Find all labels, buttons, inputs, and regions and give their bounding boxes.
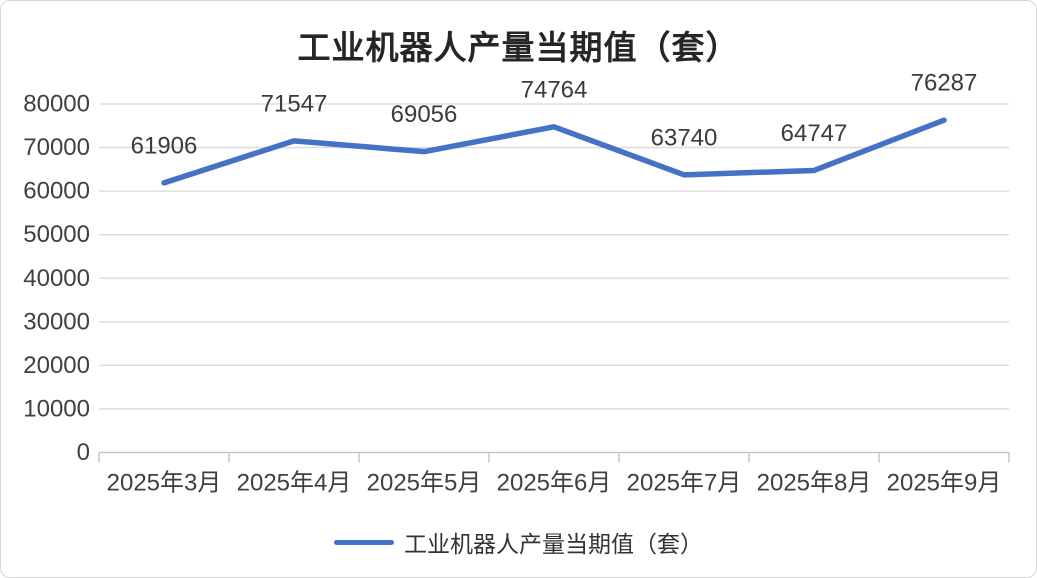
y-axis-tick-label: 10000 — [23, 395, 90, 422]
x-axis-tick-label: 2025年8月 — [757, 470, 872, 497]
y-axis-tick-label: 80000 — [23, 91, 90, 118]
data-label: 74764 — [521, 76, 588, 103]
data-label: 71547 — [261, 90, 328, 117]
y-axis-tick-label: 20000 — [23, 352, 90, 379]
y-axis-tick-label: 70000 — [23, 134, 90, 161]
x-axis-tick-label: 2025年9月 — [887, 470, 1002, 497]
y-axis-tick-label: 60000 — [23, 178, 90, 205]
chart-title: 工业机器人产量当期值（套） — [297, 31, 740, 67]
x-axis-tick-label: 2025年7月 — [627, 470, 742, 497]
y-axis-tick-label: 30000 — [23, 308, 90, 335]
chart-legend: 工业机器人产量当期值（套） — [1, 525, 1036, 559]
data-label: 61906 — [131, 132, 198, 159]
y-axis-tick-label: 0 — [77, 439, 90, 466]
data-label: 64747 — [781, 120, 848, 147]
legend-series-label: 工业机器人产量当期值（套） — [404, 532, 703, 557]
series-line — [161, 117, 947, 186]
y-axis-tick-label: 40000 — [23, 265, 90, 292]
x-axis-tick-label: 2025年5月 — [367, 470, 482, 497]
y-axis-tick-label: 50000 — [23, 221, 90, 248]
x-axis-tick-label: 2025年6月 — [497, 470, 612, 497]
data-label: 69056 — [391, 101, 458, 128]
legend-line-swatch-icon — [334, 539, 394, 545]
data-label: 63740 — [651, 124, 718, 151]
x-axis-tick-label: 2025年4月 — [237, 470, 352, 497]
x-axis-tick-label: 2025年3月 — [107, 470, 222, 497]
data-label: 76287 — [911, 70, 978, 97]
